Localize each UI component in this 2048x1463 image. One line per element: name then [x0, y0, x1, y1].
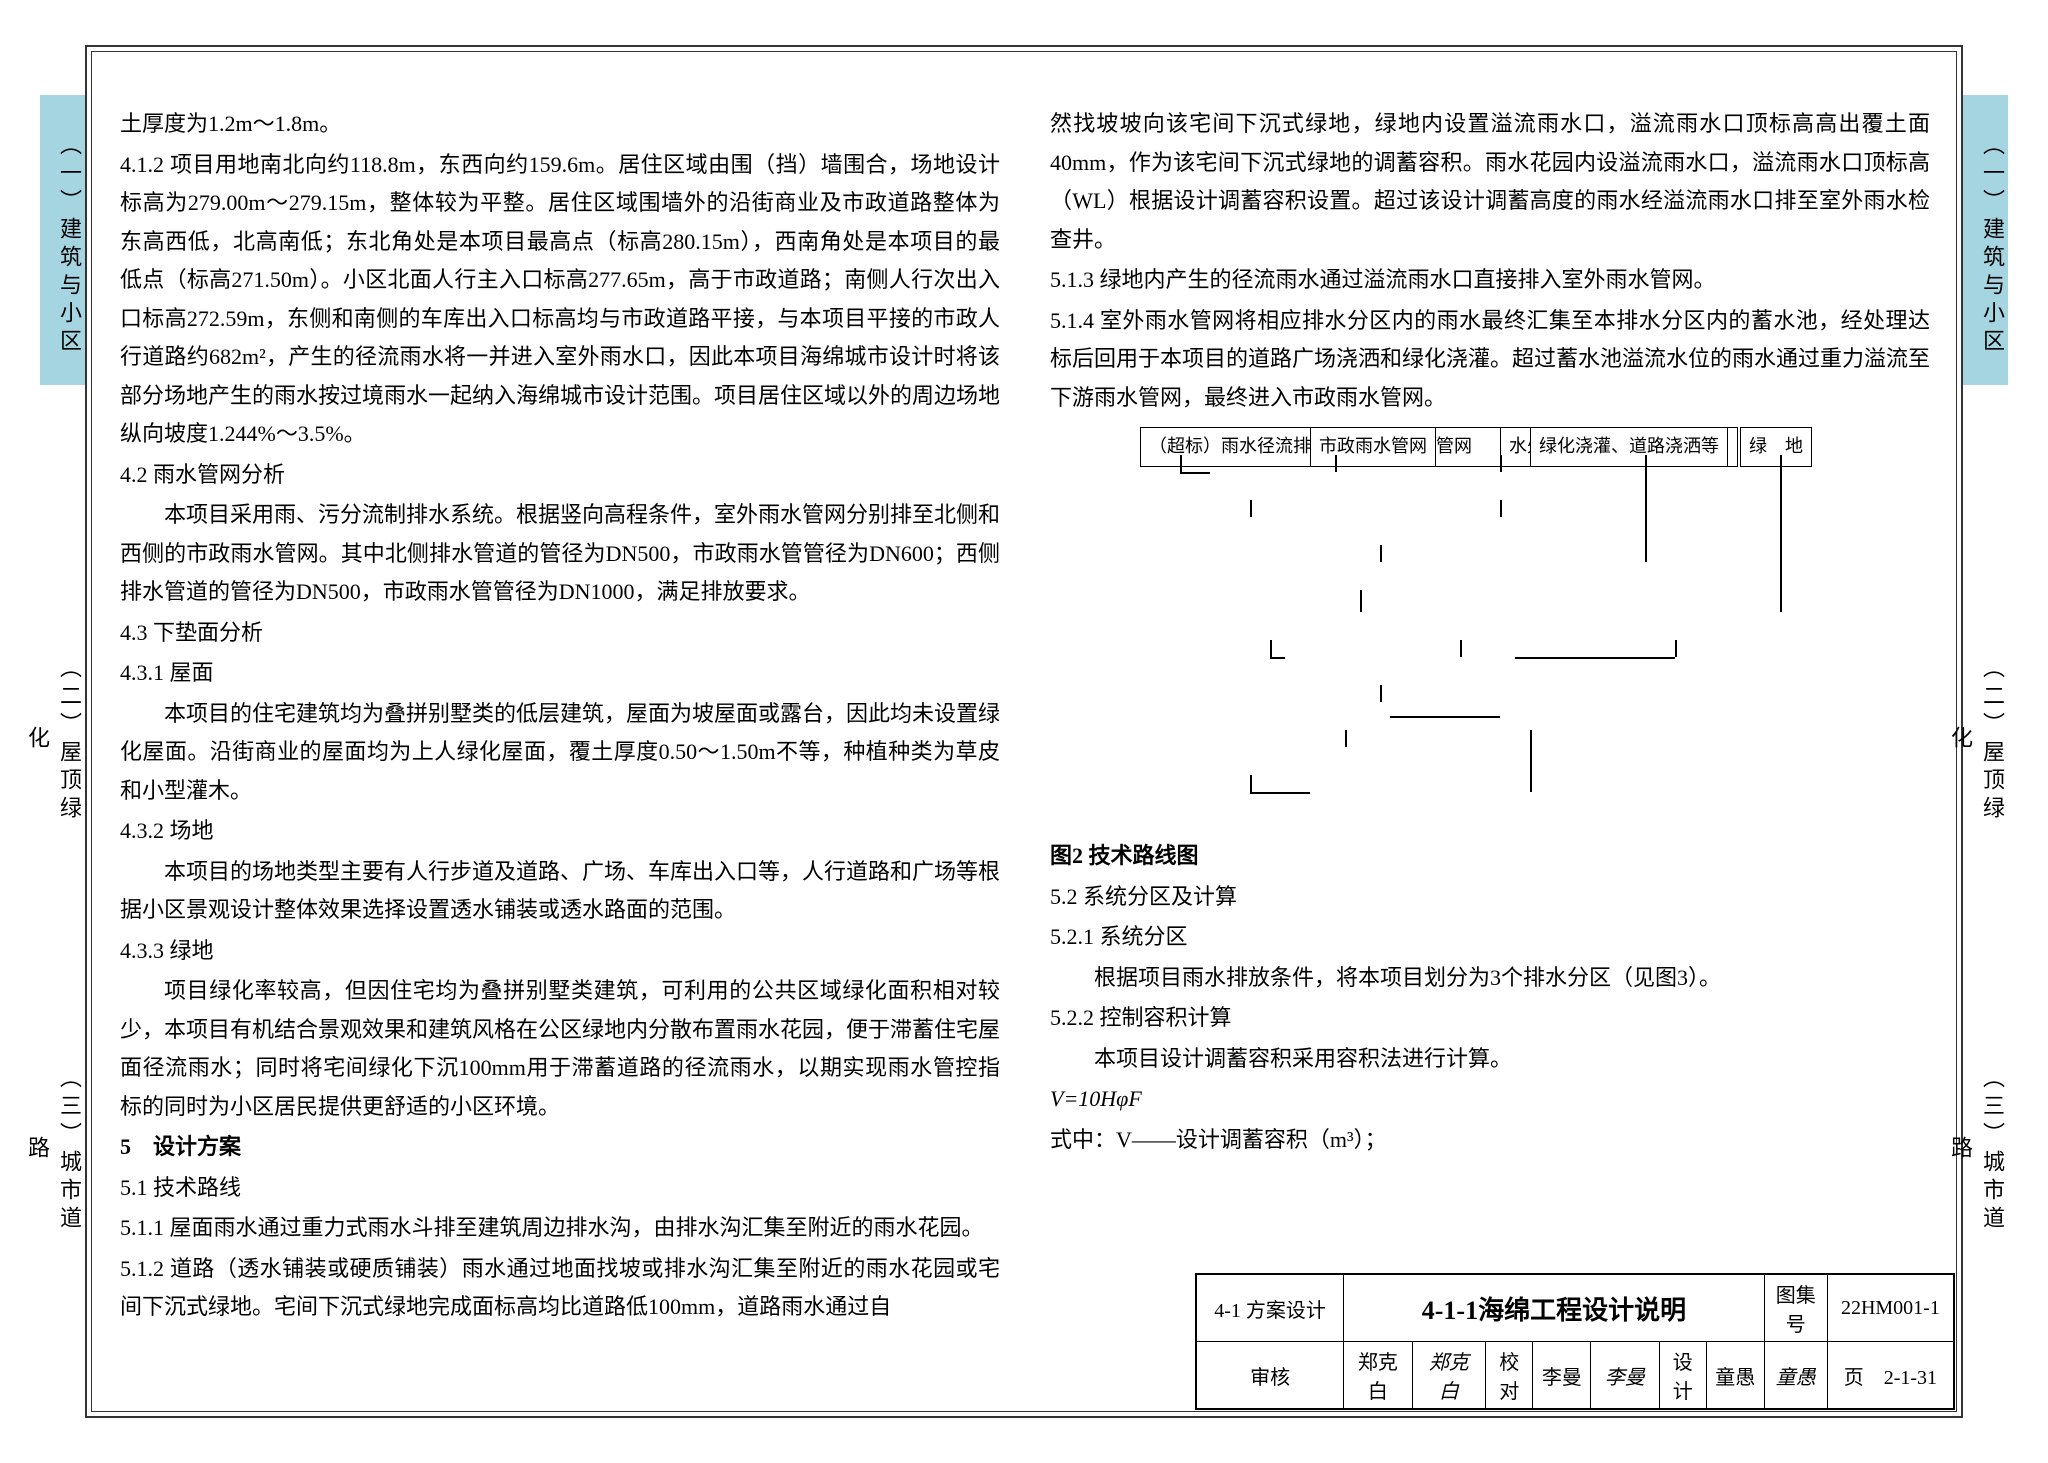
para: 5.1.2 道路（透水铺装或硬质铺装）雨水通过地面找坡或排水沟汇集至附近的雨水花… [120, 1250, 1000, 1327]
content-area: 土厚度为1.2m～1.8m。 4.1.2 项目用地南北向约118.8m，东西向约… [120, 105, 1930, 1275]
tb-title: 4-1-1海绵工程设计说明 [1344, 1275, 1765, 1342]
left-tab-3: （三）城市道路 [40, 1050, 85, 1240]
left-tab-1: （一）建筑与小区 [40, 95, 85, 385]
fc-edge [1390, 716, 1500, 718]
fc-edge [1335, 455, 1337, 472]
para: 项目绿化率较高，但因住宅均为叠拼别墅类建筑，可利用的公共区域绿化面积相对较少，本… [120, 972, 1000, 1126]
para: 4.1.2 项目用地南北向约118.8m，东西向约159.6m。居住区域由围（挡… [120, 146, 1000, 454]
fc-node: 绿化浇灌、道路浇洒等 [1530, 427, 1728, 467]
tb-signature: 童愚 [1764, 1342, 1827, 1409]
flowchart: 绿化屋面 硬质屋面 硬质铺装 透水铺装 绿 地 雨水立管 地表径流 排 水 沟 … [1100, 427, 1880, 827]
tb-cell: 郑克白 [1344, 1342, 1412, 1409]
para: 5.2.2 控制容积计算 [1050, 999, 1930, 1038]
fc-edge [1380, 545, 1382, 562]
tb-page: 2-1-31 [1884, 1367, 1937, 1389]
right-column: 然找坡坡向该宅间下沉式绿地，绿地内设置溢流雨水口，溢流雨水口顶标高高出覆土面40… [1050, 105, 1930, 1275]
formula: V=10HφF [1050, 1080, 1930, 1119]
fc-edge [1270, 640, 1272, 657]
para: 5.1.4 室外雨水管网将相应排水分区内的雨水最终汇集至本排水分区内的蓄水池，经… [1050, 302, 1930, 418]
para: 5.2 系统分区及计算 [1050, 878, 1930, 917]
titleblock: 4-1 方案设计 4-1-1海绵工程设计说明 图集号 22HM001-1 审核 … [1195, 1273, 1955, 1410]
para: 土厚度为1.2m～1.8m。 [120, 105, 1000, 144]
para: 4.3 下垫面分析 [120, 614, 1000, 653]
fc-edge [1780, 455, 1782, 612]
fc-edge [1515, 657, 1675, 659]
para: 式中：V——设计调蓄容积（m³）； [1050, 1121, 1930, 1160]
fc-edge [1460, 640, 1462, 657]
para: 本项目的住宅建筑均为叠拼别墅类的低层建筑，屋面为坡屋面或露台，因此均未设置绿化屋… [120, 695, 1000, 811]
para: 5.1.3 绿地内产生的径流雨水通过溢流雨水口直接排入室外雨水管网。 [1050, 261, 1930, 300]
fc-edge [1645, 455, 1647, 562]
fc-edge [1250, 792, 1310, 794]
para: 5.1.1 屋面雨水通过重力式雨水斗排至建筑周边排水沟，由排水沟汇集至附近的雨水… [120, 1209, 1000, 1248]
fc-edge [1500, 500, 1502, 517]
fc-edge [1250, 500, 1252, 517]
para: 本项目采用雨、污分流制排水系统。根据竖向高程条件，室外雨水管网分别排至北侧和西侧… [120, 496, 1000, 612]
tb-cell: 李曼 [1533, 1342, 1591, 1409]
fc-node: 市政雨水管网 [1310, 427, 1436, 467]
para: 本项目的场地类型主要有人行步道及道路、广场、车库出入口等，人行道路和广场等根据小… [120, 853, 1000, 930]
fc-edge [1530, 730, 1532, 792]
right-tab-3: （三）城市道路 [1963, 1050, 2008, 1240]
tb-cell: 校对 [1486, 1342, 1533, 1409]
tb-cell: 图集号 [1764, 1275, 1827, 1342]
tb-cell: 审核 [1197, 1342, 1344, 1409]
tb-cell: 22HM001-1 [1827, 1275, 1953, 1342]
tb-cell: 设计 [1659, 1342, 1706, 1409]
right-tab-2: （二）屋顶绿化 [1963, 640, 2008, 830]
para: 4.2 雨水管网分析 [120, 456, 1000, 495]
fc-edge [1180, 455, 1182, 472]
para: 4.3.1 屋面 [120, 654, 1000, 693]
fc-edge [1380, 685, 1382, 702]
fc-edge [1270, 657, 1285, 659]
fc-edge [1360, 590, 1362, 612]
fc-edge [1180, 472, 1210, 474]
para: 4.3.2 场地 [120, 812, 1000, 851]
para: 本项目设计调蓄容积采用容积法进行计算。 [1050, 1040, 1930, 1079]
fc-edge [1345, 730, 1347, 747]
left-tab-2: （二）屋顶绿化 [40, 640, 85, 830]
fc-edge [1250, 775, 1252, 792]
fc-edge [1500, 455, 1502, 472]
right-tab-1: （一）建筑与小区 [1963, 95, 2008, 385]
tb-signature: 李曼 [1591, 1342, 1659, 1409]
fc-node: 绿 地 [1740, 427, 1812, 467]
para: 根据项目雨水排放条件，将本项目划分为3个排水分区（见图3）。 [1050, 959, 1930, 998]
fc-edge [1675, 640, 1677, 657]
para: 5.1 技术路线 [120, 1169, 1000, 1208]
left-column: 土厚度为1.2m～1.8m。 4.1.2 项目用地南北向约118.8m，东西向约… [120, 105, 1000, 1275]
heading-5: 5 设计方案 [120, 1128, 1000, 1167]
para: 4.3.3 绿地 [120, 932, 1000, 971]
tb-cell: 4-1 方案设计 [1197, 1275, 1344, 1342]
tb-cell: 童愚 [1706, 1342, 1764, 1409]
figure-title: 图2 技术路线图 [1050, 837, 1930, 876]
para: 5.2.1 系统分区 [1050, 918, 1930, 957]
para: 然找坡坡向该宅间下沉式绿地，绿地内设置溢流雨水口，溢流雨水口顶标高高出覆土面40… [1050, 105, 1930, 259]
tb-signature: 郑克白 [1412, 1342, 1486, 1409]
tb-label: 页 [1844, 1367, 1864, 1389]
tb-cell: 页 2-1-31 [1827, 1342, 1953, 1409]
